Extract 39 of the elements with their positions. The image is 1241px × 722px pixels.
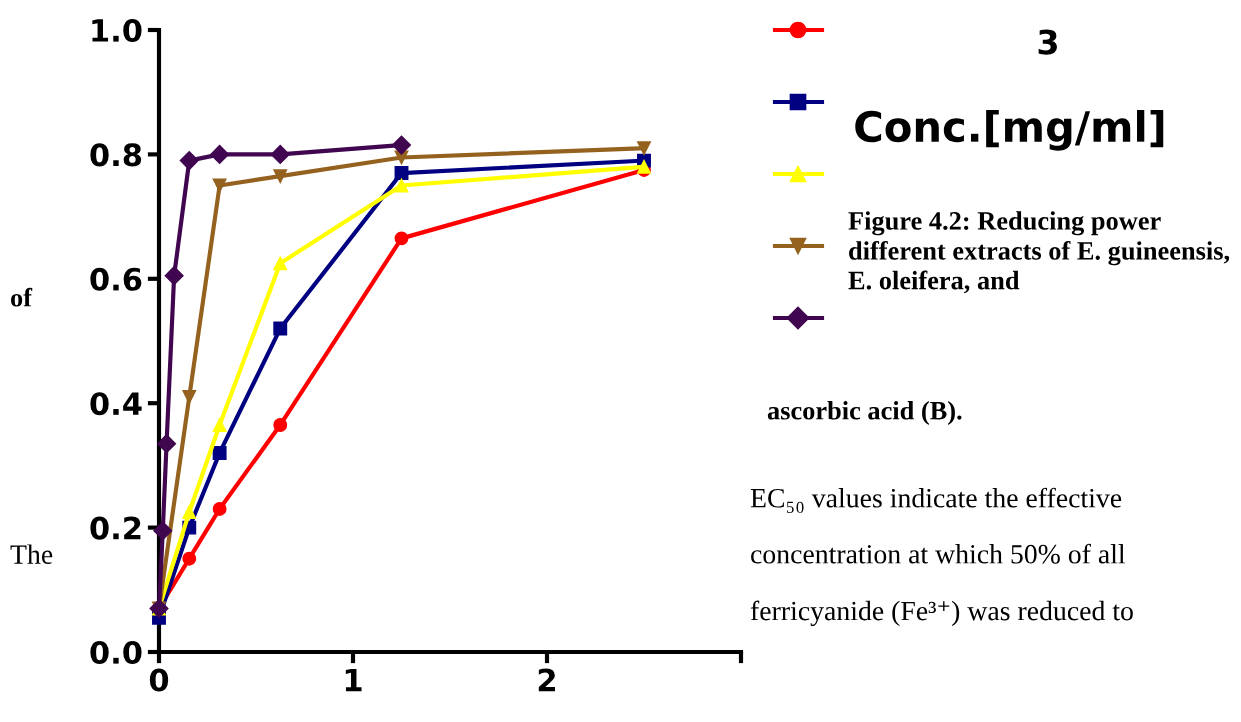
point xyxy=(212,501,227,516)
y-tick-label: 0.2 xyxy=(90,516,141,540)
point xyxy=(212,178,227,193)
point xyxy=(270,144,290,164)
point xyxy=(212,418,227,432)
point xyxy=(394,178,409,193)
y-tick-label: 0.6 xyxy=(90,267,142,291)
x-tick-label: 2 xyxy=(538,668,555,692)
point xyxy=(394,166,409,181)
point xyxy=(273,418,288,432)
caption: Figure 4.2: Reducing power different extracts of E. guineensis, E. oleifera, and xyxy=(848,211,1230,294)
text: 3 xyxy=(1038,29,1057,55)
point xyxy=(273,169,288,184)
point xyxy=(273,256,288,271)
text: EC₅₀ values indicate the effective concentration at which 50% of all ferricyanide (Fe³⁺) was reduced to xyxy=(750,487,1133,627)
point xyxy=(153,521,173,541)
y-tick-label: 0.4 xyxy=(90,392,142,416)
point xyxy=(391,135,412,155)
x-tick-label: 1 xyxy=(345,668,362,692)
point xyxy=(273,321,288,336)
point xyxy=(637,141,651,156)
point xyxy=(182,551,197,566)
text: The xyxy=(10,544,53,564)
point xyxy=(182,505,197,519)
x-tick-label: 0 xyxy=(149,668,169,692)
text: of xyxy=(11,287,33,307)
point xyxy=(210,144,230,164)
y-tick-label: 1.0 xyxy=(92,18,142,43)
text: ascorbic acid (B). xyxy=(767,401,962,425)
y-tick-label: 0.0 xyxy=(90,640,142,665)
point xyxy=(212,446,227,460)
point xyxy=(179,151,199,171)
point xyxy=(157,434,177,454)
x-axis-title: Conc.[mg/ml] xyxy=(855,110,1164,151)
point xyxy=(394,231,409,246)
point xyxy=(182,390,197,404)
y-tick-label: 0.8 xyxy=(90,143,142,167)
point xyxy=(164,266,184,286)
point xyxy=(637,159,651,174)
